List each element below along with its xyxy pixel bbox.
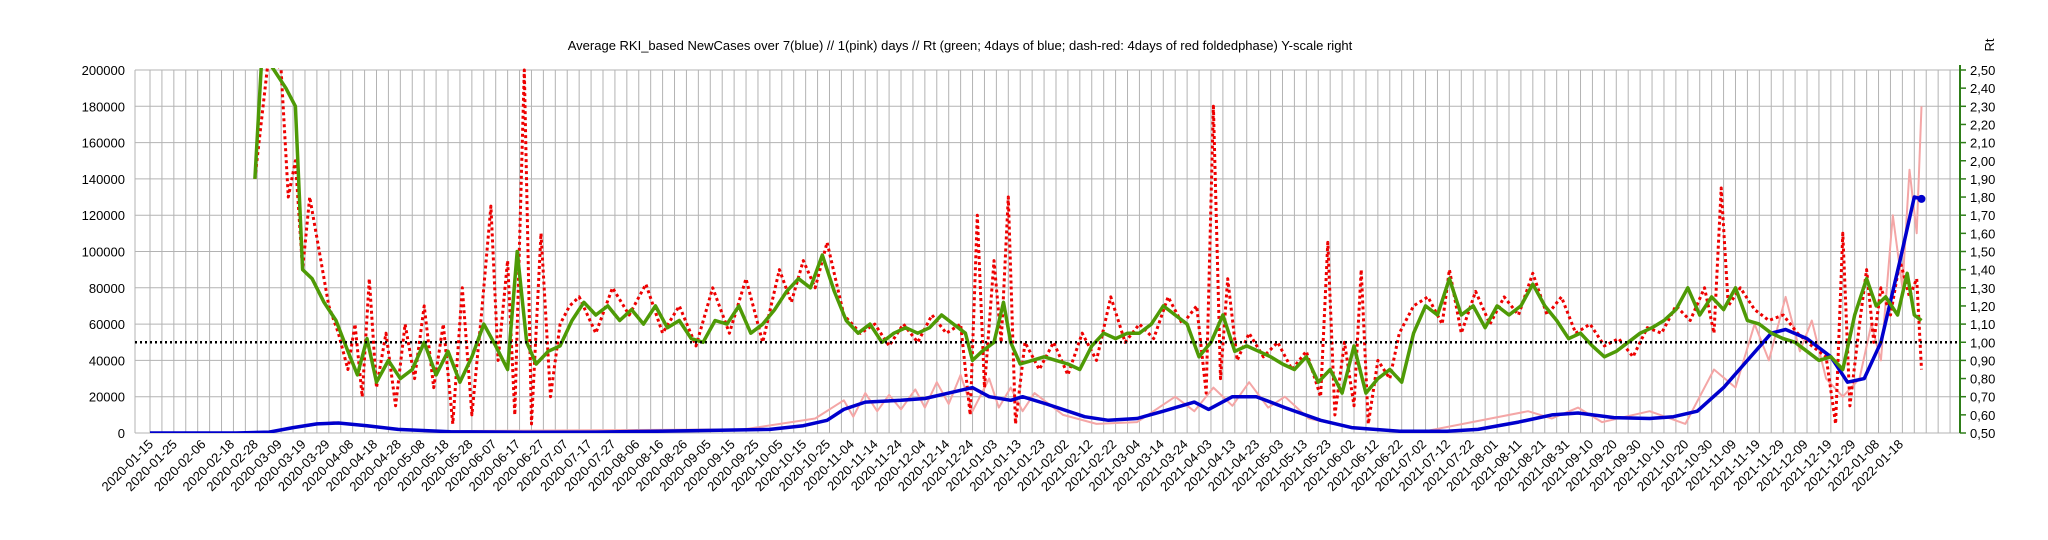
y2-tick-label: 1,10 bbox=[1970, 317, 1995, 332]
series-layer bbox=[135, 68, 1960, 433]
y1-tick-label: 200000 bbox=[82, 63, 125, 78]
series-blue-end-marker bbox=[1917, 194, 1926, 203]
y2-tick-label: 1,70 bbox=[1970, 208, 1995, 223]
y2-tick-label: 1,80 bbox=[1970, 190, 1995, 205]
y2-tick-label: 2,20 bbox=[1970, 117, 1995, 132]
y1-tick-label: 180000 bbox=[82, 99, 125, 114]
y2-tick-label: 2,10 bbox=[1970, 136, 1995, 151]
y1-tick-label: 0 bbox=[118, 426, 125, 441]
axis-layer bbox=[134, 65, 1966, 434]
y2-tick-label: 1,40 bbox=[1970, 263, 1995, 278]
y2-tick-label: 0,90 bbox=[1970, 353, 1995, 368]
y2-tick-label: 2,40 bbox=[1970, 81, 1995, 96]
y2-tick-label: 1,00 bbox=[1970, 335, 1995, 350]
series-line-red-dotted bbox=[253, 68, 1923, 426]
y1-tick-label: 20000 bbox=[89, 390, 125, 405]
y1-tick-label: 60000 bbox=[89, 317, 125, 332]
y2-tick-label: 0,80 bbox=[1970, 372, 1995, 387]
y2-tick-label: 2,00 bbox=[1970, 154, 1995, 169]
series-line-green bbox=[253, 68, 1923, 395]
series-line-pink bbox=[259, 106, 1923, 433]
series-line-blue bbox=[150, 195, 1922, 433]
y2-tick-label: 0,70 bbox=[1970, 390, 1995, 405]
y1-tick-label: 40000 bbox=[89, 353, 125, 368]
y2-tick-label: 1,90 bbox=[1970, 172, 1995, 187]
y2-tick-label: 0,50 bbox=[1970, 426, 1995, 441]
y2-tick-label: 1,20 bbox=[1970, 299, 1995, 314]
y2-tick-label: 1,60 bbox=[1970, 226, 1995, 241]
y1-tick-label: 100000 bbox=[82, 245, 125, 260]
y1-tick-label: 120000 bbox=[82, 208, 125, 223]
y2-tick-label: 2,30 bbox=[1970, 99, 1995, 114]
y1-tick-label: 160000 bbox=[82, 136, 125, 151]
y2-tick-label: 1,50 bbox=[1970, 245, 1995, 260]
y2-tick-label: 2,50 bbox=[1970, 63, 1995, 78]
y2-tick-label: 1,30 bbox=[1970, 281, 1995, 296]
y2-axis-label: Rt bbox=[1982, 38, 1997, 51]
chart-title: Average RKI_based NewCases over 7(blue) … bbox=[568, 38, 1353, 53]
y2-tick-label: 0,60 bbox=[1970, 408, 1995, 423]
y1-tick-label: 80000 bbox=[89, 281, 125, 296]
y1-tick-label: 140000 bbox=[82, 172, 125, 187]
